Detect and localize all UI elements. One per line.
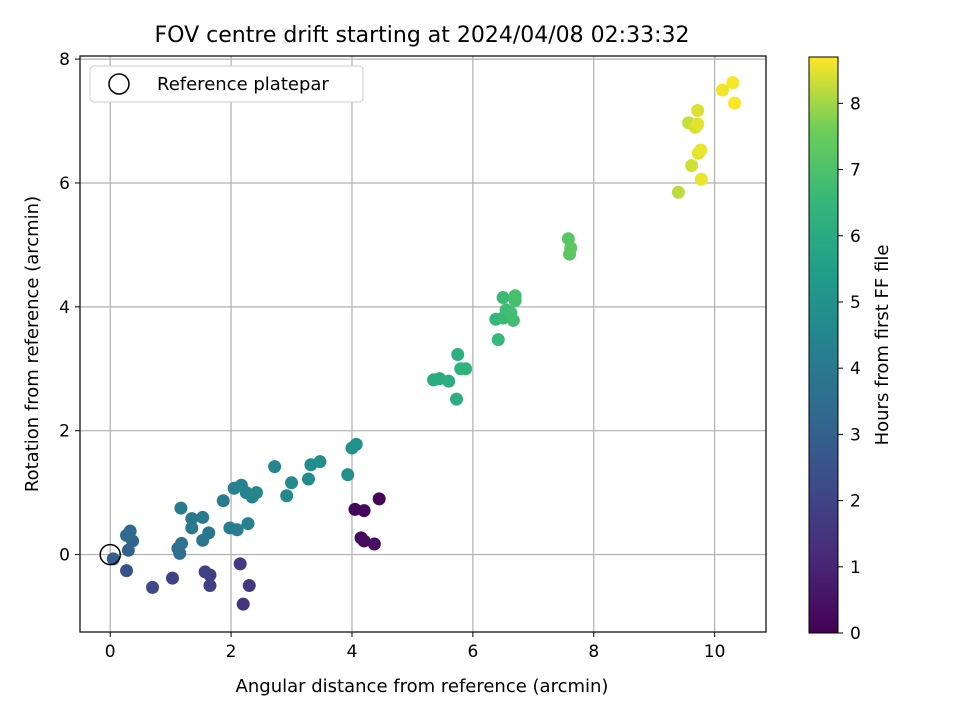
scatter-point	[203, 579, 217, 593]
scatter-point	[506, 313, 520, 327]
scatter-point	[357, 534, 371, 548]
scatter-point	[202, 526, 216, 540]
legend-box	[89, 65, 364, 103]
y-tick-label: 8	[59, 50, 70, 70]
x-tick-label: 8	[588, 642, 599, 662]
grid-lines	[80, 56, 766, 632]
scatter-point	[671, 185, 685, 199]
scatter-point	[241, 517, 255, 531]
scatter-point	[120, 564, 134, 578]
scatter-point	[372, 492, 386, 506]
colorbar-tick-label: 6	[850, 227, 861, 247]
y-tick-label: 4	[59, 298, 70, 318]
chart-title: FOV centre drift starting at 2024/04/08 …	[155, 23, 690, 48]
scatter-point	[715, 83, 729, 97]
scatter-point	[185, 521, 199, 535]
x-tick-label: 4	[347, 642, 358, 662]
scatter-point	[691, 117, 705, 131]
legend-entry-reference: Reference platepar	[157, 74, 329, 95]
reference-platepar-marker	[99, 543, 121, 566]
colorbar-tick-label: 8	[850, 94, 861, 114]
colorbar-tick-label: 3	[850, 425, 861, 445]
data-points	[99, 76, 742, 611]
scatter-point	[236, 597, 250, 611]
scatter-point	[301, 472, 315, 486]
y-axis-label: Rotation from reference (arcmin)	[22, 196, 43, 492]
scatter-point	[280, 489, 294, 503]
colorbar-tick-label: 4	[850, 359, 861, 379]
x-axis-label: Angular distance from reference (arcmin)	[236, 676, 609, 697]
scatter-point	[491, 333, 505, 347]
colorbar-tick-label: 7	[850, 161, 861, 181]
scatter-point	[175, 536, 189, 550]
scatter-point	[508, 289, 522, 303]
scatter-point	[496, 291, 510, 305]
y-tick-label: 0	[59, 546, 70, 566]
x-tick-label: 0	[105, 642, 116, 662]
scatter-point	[726, 76, 740, 90]
x-tick-label: 6	[467, 642, 478, 662]
scatter-point	[268, 460, 282, 474]
scatter-point	[233, 557, 247, 571]
scatter-point	[165, 571, 179, 585]
scatter-point	[313, 455, 327, 469]
colorbar-ticks: 0 1 2 3 4 5 6 7 8	[838, 94, 861, 644]
scatter-point	[459, 362, 473, 376]
scatter-point	[694, 143, 708, 157]
colorbar: 0 1 2 3 4 5 6 7 8 Hours from first FF file	[808, 56, 893, 644]
scatter-point	[367, 537, 381, 551]
scatter-point	[198, 565, 212, 579]
scatter-point	[242, 579, 256, 593]
colorbar-tick-label: 0	[850, 624, 861, 644]
scatter-point	[196, 510, 210, 524]
scatter-point	[285, 476, 299, 490]
scatter-point	[174, 501, 188, 515]
colorbar-label: Hours from first FF file	[872, 245, 893, 446]
scatter-point	[216, 494, 230, 508]
x-tick-label: 10	[704, 642, 726, 662]
scatter-point	[685, 159, 699, 173]
scatter-point	[564, 241, 578, 255]
scatter-point	[442, 374, 456, 388]
legend-reference-marker	[108, 73, 130, 95]
scatter-point	[694, 172, 708, 186]
x-axis-ticks: 0 2 4 6 8 10	[105, 632, 726, 662]
y-tick-label: 6	[59, 174, 70, 194]
scatter-point	[185, 512, 199, 526]
legend: Reference platepar	[89, 65, 364, 103]
scatter-point	[450, 392, 464, 406]
scatter-point	[349, 437, 363, 451]
scatter-point	[249, 486, 263, 500]
y-axis-ticks: 0 2 4 6 8	[59, 50, 80, 566]
y-tick-label: 2	[59, 422, 70, 442]
colorbar-tick-label: 2	[850, 492, 861, 512]
x-tick-label: 2	[226, 642, 237, 662]
scatter-point	[123, 524, 137, 538]
scatter-point	[357, 504, 371, 518]
colorbar-tick-label: 5	[850, 293, 861, 313]
scatter-point	[230, 523, 244, 537]
scatter-point	[691, 104, 705, 118]
scatter-point	[728, 96, 742, 110]
colorbar-gradient	[808, 56, 839, 634]
plot-frame	[79, 55, 767, 633]
scatter-point	[341, 468, 355, 482]
scatter-point	[451, 348, 465, 362]
colorbar-tick-label: 1	[850, 558, 861, 578]
scatter-point	[146, 580, 160, 594]
